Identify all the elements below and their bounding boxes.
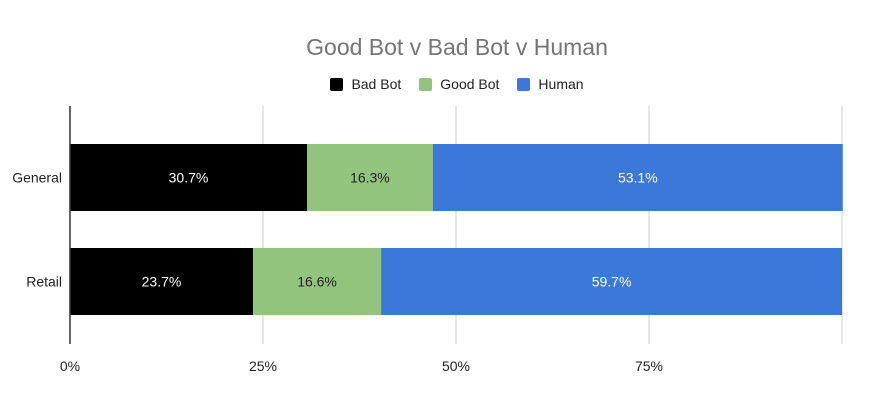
x-tick-label: 25% — [249, 358, 277, 374]
bar-segment — [307, 144, 433, 211]
bar-segment — [70, 248, 253, 315]
bar-segment — [381, 248, 842, 315]
bar-segment — [252, 248, 382, 315]
data-label: 16.3% — [350, 170, 390, 186]
category-label: Retail — [26, 274, 62, 290]
legend-swatch — [517, 77, 531, 91]
x-tick-label: 75% — [635, 358, 663, 374]
legend-item: Human — [517, 76, 584, 92]
bar-segment — [70, 144, 308, 211]
data-label: 16.6% — [297, 274, 337, 290]
legend-item: Good Bot — [419, 76, 499, 92]
legend: Bad Bot Good Bot Human — [0, 76, 880, 92]
legend-label: Good Bot — [440, 76, 500, 92]
legend-item: Bad Bot — [330, 76, 401, 92]
data-label: 59.7% — [592, 274, 632, 290]
chart-title: Good Bot v Bad Bot v Human — [306, 34, 608, 60]
legend-swatch — [419, 77, 433, 91]
legend-label: Bad Bot — [351, 76, 402, 92]
legend-swatch — [330, 77, 344, 91]
data-label: 30.7% — [169, 170, 209, 186]
data-label: 23.7% — [142, 274, 182, 290]
x-tick-label: 0% — [60, 358, 80, 374]
data-label: 53.1% — [618, 170, 658, 186]
category-label: General — [12, 170, 62, 186]
bar-segment — [432, 144, 843, 211]
legend-label: Human — [538, 76, 584, 92]
x-tick-label: 50% — [442, 358, 470, 374]
